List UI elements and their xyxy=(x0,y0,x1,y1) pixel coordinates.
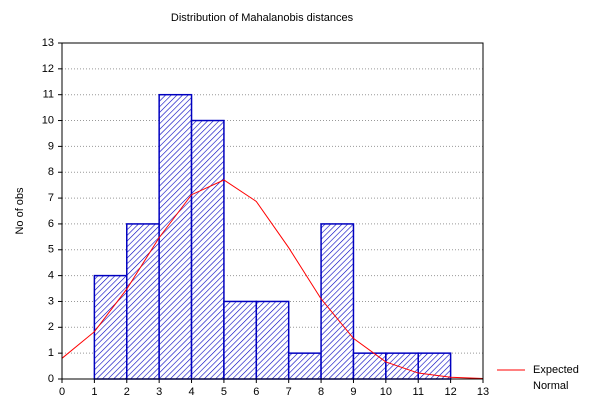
plot-frame xyxy=(61,42,484,380)
x-tick-label: 10 xyxy=(380,386,392,398)
y-tick-label: 3 xyxy=(48,295,54,307)
legend-label: Expected Normal xyxy=(533,364,579,392)
chart-title: Distribution of Mahalanobis distances xyxy=(171,12,354,24)
bar xyxy=(287,352,322,380)
y-tick-label: 9 xyxy=(48,140,54,152)
x-tick-label: 2 xyxy=(124,386,130,398)
x-tick-label: 11 xyxy=(413,386,424,398)
bar xyxy=(255,300,290,380)
y-tick-label: 2 xyxy=(48,321,54,333)
x-tick-label: 0 xyxy=(59,386,65,398)
y-tick-label: 5 xyxy=(48,244,54,256)
y-tick-label: 11 xyxy=(43,89,54,101)
y-tick-label: 12 xyxy=(42,63,54,75)
expected-curve xyxy=(61,179,484,379)
x-tick-label: 1 xyxy=(91,386,97,398)
bar xyxy=(320,223,355,380)
x-tick-label: 9 xyxy=(350,386,356,398)
y-axis-label: No of obs xyxy=(14,187,26,235)
bar xyxy=(352,352,387,380)
x-tick-label: 8 xyxy=(318,386,324,398)
y-tick-label: 10 xyxy=(42,114,54,126)
y-tick-label: 13 xyxy=(42,37,54,49)
bar xyxy=(93,274,128,380)
y-tick-label: 7 xyxy=(48,192,54,204)
bar xyxy=(190,119,225,380)
x-tick-label: 13 xyxy=(477,386,489,398)
y-tick-label: 0 xyxy=(48,373,54,385)
y-tick-label: 1 xyxy=(48,347,54,359)
y-tick-label: 6 xyxy=(48,218,54,230)
x-tick-label: 12 xyxy=(444,386,456,398)
x-tick-label: 3 xyxy=(156,386,162,398)
bar xyxy=(126,223,160,380)
bar xyxy=(223,300,258,380)
x-tick-label: 4 xyxy=(188,386,194,398)
x-tick-label: 5 xyxy=(221,386,227,398)
y-tick-label: 4 xyxy=(48,270,54,282)
y-tick-label: 8 xyxy=(48,166,54,178)
bar xyxy=(385,352,419,380)
bar xyxy=(158,93,193,380)
x-tick-label: 6 xyxy=(253,386,259,398)
x-tick-label: 7 xyxy=(286,386,292,398)
